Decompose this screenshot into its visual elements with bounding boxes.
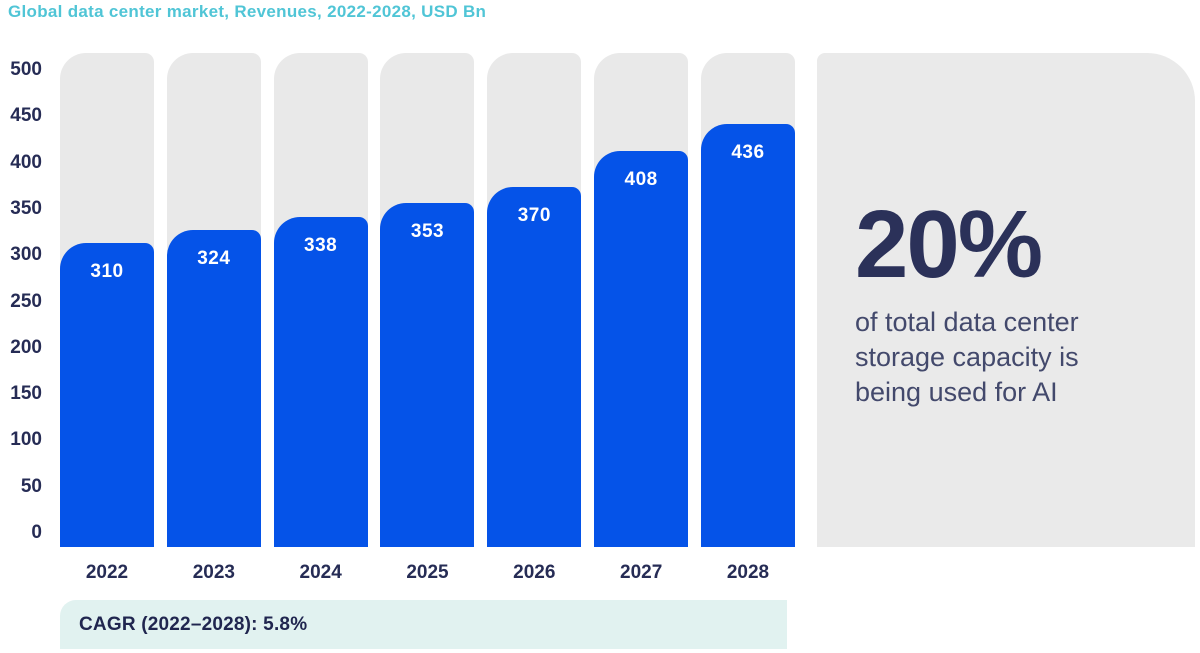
x-axis-label: 2022 [85,562,129,583]
chart-column-2022: 310 [60,53,154,547]
cagr-banner: CAGR (2022–2028): 5.8% [60,600,787,649]
y-axis-tick: 50 [20,476,42,497]
x-axis-label: 2024 [299,562,342,583]
y-axis: 500 450 400 350 300 250 200 150 100 50 0 [0,53,44,547]
stat-description: of total data center storage capacity is b… [855,305,1165,410]
bar-value-label: 338 [304,235,338,256]
ai-stat-panel: 20% of total data center storage capacity… [817,53,1195,547]
chart-column-2024: 338 [273,53,368,547]
bar-2024: 338 [273,217,368,547]
y-axis-tick: 500 [10,59,42,80]
cagr-label: CAGR (2022–2028): 5.8% [79,613,308,635]
x-axis-label: 2027 [620,562,663,583]
y-axis-tick: 400 [10,152,42,173]
chart-column-2026: 370 [487,53,582,547]
bar-value-label: 436 [731,142,765,163]
y-axis-tick: 250 [10,291,42,312]
y-axis-tick: 100 [10,429,42,450]
chart-column-2028: 436 [700,53,795,547]
chart-title: Global data center market, Revenues, 202… [8,2,487,21]
y-axis-tick: 150 [10,383,42,404]
bar-value-label: 324 [197,248,231,269]
bar-2023: 324 [166,230,261,547]
x-axis-label: 2023 [192,562,235,583]
stat-value: 20% [855,191,1043,298]
y-axis-tick: 350 [10,198,42,219]
y-axis-tick: 200 [10,337,42,358]
chart-column-2027: 408 [594,53,689,547]
y-axis-tick: 450 [10,105,42,126]
bar-value-label: 353 [410,221,445,242]
stat-description-line: being used for AI [855,377,1058,408]
x-axis-label: 2028 [726,562,770,583]
bar-value-label: 408 [624,169,658,190]
x-axis-label: 2026 [513,562,556,583]
chart-column-2023: 324 [166,53,261,547]
y-axis-tick: 300 [10,244,42,265]
bar-value-label: 370 [517,205,551,226]
bar-2026: 370 [487,187,582,547]
x-axis: 2022 2023 2024 2025 2026 2027 2028 [60,562,795,584]
chart-column-2025: 353 [380,53,475,547]
bar-2025: 353 [380,203,475,547]
stat-description-line: of total data center [855,307,1079,338]
bar-value-label: 310 [90,261,124,282]
x-axis-label: 2025 [406,562,449,583]
bar-2022: 310 [60,243,154,547]
stat-description-line: storage capacity is [855,342,1079,373]
bar-chart-plot: 310 324 338 353 370 408 436 [60,53,795,547]
bar-2027: 408 [594,151,689,547]
bar-2028: 436 [700,124,795,547]
y-axis-tick: 0 [31,522,42,543]
